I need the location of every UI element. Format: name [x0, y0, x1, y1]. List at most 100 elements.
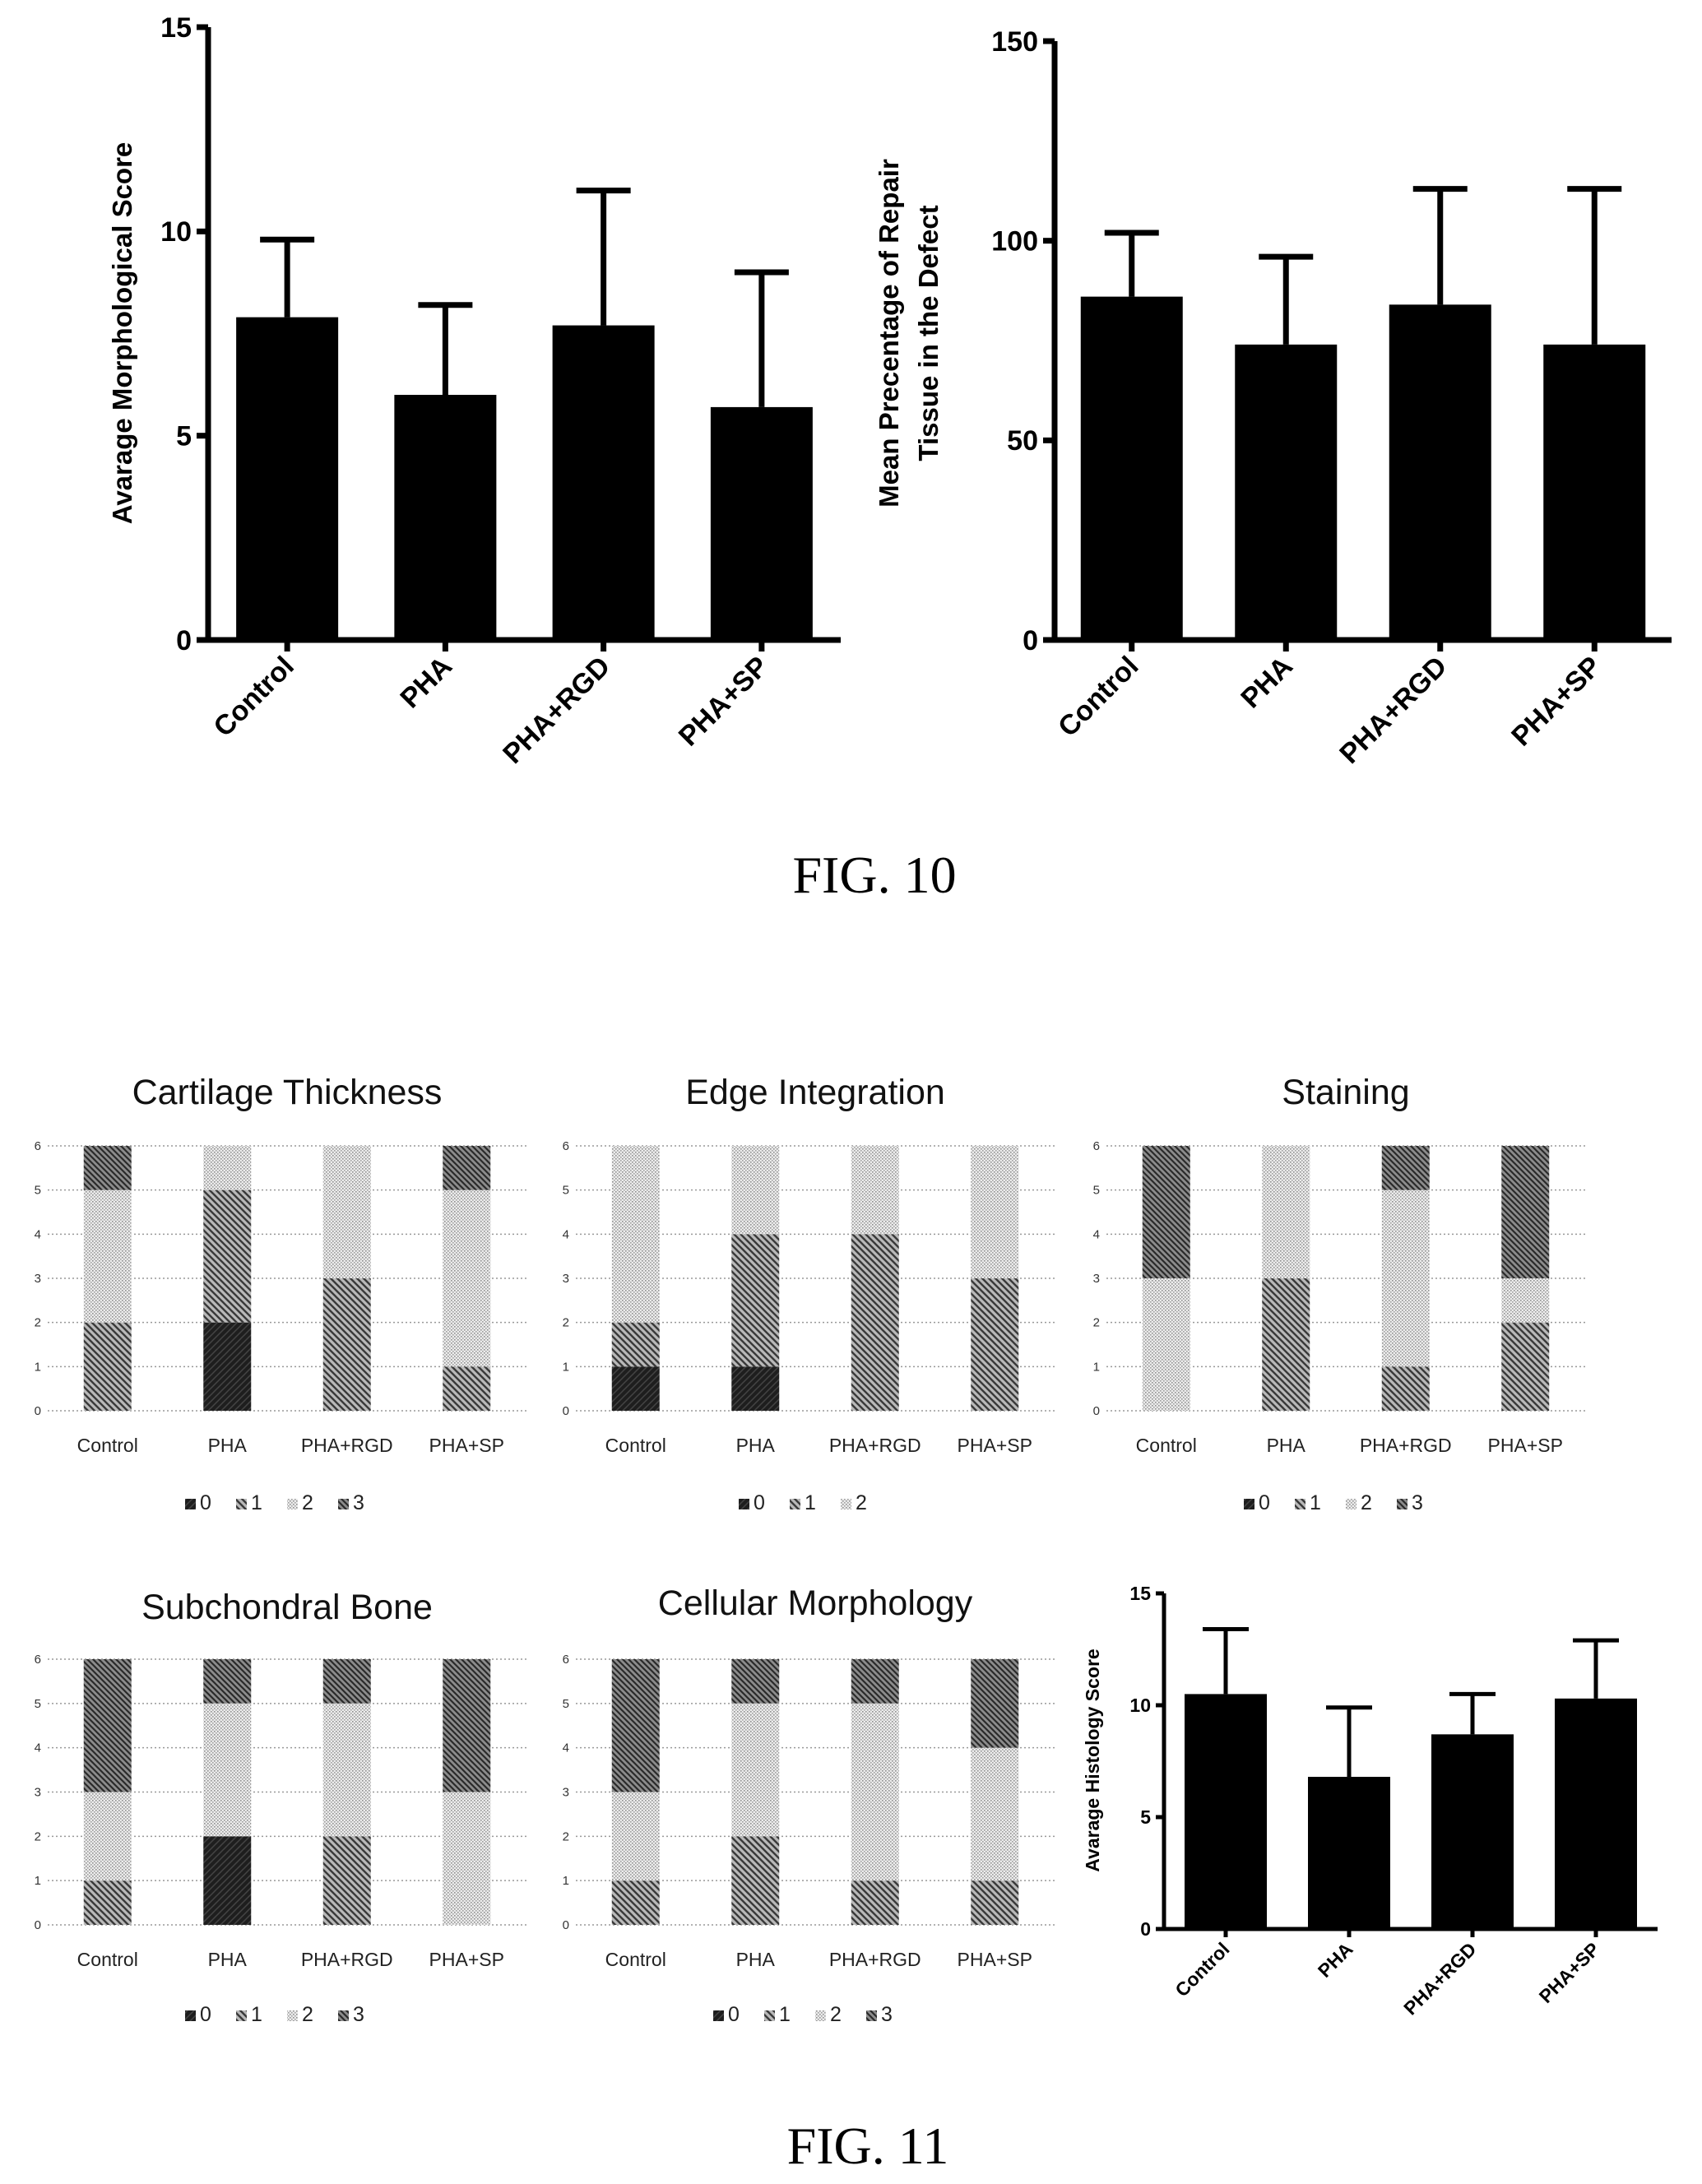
y-axis-label: Avarage Morphological Score — [107, 142, 137, 525]
bar-segment-score-1 — [971, 1880, 1019, 1925]
y-tick-label: 0 — [1140, 1918, 1151, 1940]
bar-segment-score-2 — [1381, 1189, 1430, 1367]
chart-title: Cartilage Thickness — [132, 1073, 443, 1112]
legend-swatch — [790, 1499, 800, 1509]
y-tick-label: 5 — [1140, 1806, 1151, 1828]
bar-pha — [1235, 344, 1338, 640]
x-tick-label: Control — [77, 1435, 138, 1456]
chart-title: Subchondral Bone — [141, 1588, 433, 1627]
x-tick-label: Control — [1052, 651, 1144, 743]
bar-segment-score-2 — [1501, 1278, 1550, 1323]
y-tick-label: 2 — [563, 1829, 569, 1843]
y-axis-label: Avarage Histology Score — [1082, 1648, 1103, 1871]
legend-swatch — [236, 1499, 247, 1509]
y-tick-label: 0 — [563, 1404, 569, 1418]
bar-segment-score-3 — [611, 1659, 660, 1792]
y-tick-label: 4 — [35, 1227, 41, 1241]
x-tick-label: PHA — [736, 1435, 776, 1456]
y-tick-label: 1 — [35, 1874, 41, 1888]
x-tick-label: PHA — [208, 1435, 248, 1456]
x-tick-label: Control — [605, 1435, 666, 1456]
legend-swatch — [713, 2010, 724, 2021]
y-tick-label: 5 — [35, 1697, 41, 1711]
y-tick-label: 50 — [1007, 425, 1038, 457]
bar-segment-score-3 — [1501, 1146, 1550, 1278]
x-tick-label: Control — [1136, 1435, 1197, 1456]
y-tick-label: 6 — [35, 1653, 41, 1667]
bar-pha — [1308, 1777, 1390, 1929]
y-tick-label: 6 — [563, 1653, 569, 1667]
bar-segment-score-2 — [83, 1189, 132, 1323]
y-tick-label: 0 — [176, 625, 192, 656]
legend-swatch — [287, 2010, 298, 2021]
bar-segment-score-2 — [1262, 1146, 1310, 1278]
bar-segment-score-3 — [83, 1146, 132, 1190]
legend-swatch — [1346, 1499, 1356, 1509]
legend-swatch — [338, 1499, 349, 1509]
bar-segment-score-1 — [83, 1880, 132, 1925]
x-tick-label: PHA — [736, 1949, 776, 1970]
x-tick-label: PHA+SP — [1505, 651, 1607, 753]
y-tick-label: 150 — [991, 26, 1038, 58]
legend-label: 3 — [881, 2003, 893, 2026]
bar-segment-score-2 — [971, 1146, 1019, 1278]
x-tick-label: PHA+SP — [1488, 1435, 1563, 1456]
x-tick-label: PHA+RGD — [1333, 651, 1453, 770]
bar-pha — [394, 395, 497, 640]
legend-label: 0 — [200, 1491, 211, 1514]
y-tick-label: 2 — [35, 1829, 41, 1843]
bar-pha-sp — [710, 406, 813, 640]
chart-title: Staining — [1282, 1073, 1409, 1112]
bar-segment-score-2 — [1142, 1278, 1190, 1411]
bar-segment-score-2 — [731, 1146, 780, 1235]
bar-segment-score-2 — [203, 1146, 252, 1190]
y-tick-label: 2 — [35, 1316, 41, 1330]
legend-label: 0 — [754, 1491, 765, 1514]
legend-label: 1 — [251, 2003, 262, 2026]
x-tick-label: PHA+SP — [958, 1435, 1032, 1456]
bar-control — [1080, 296, 1183, 640]
y-tick-label: 15 — [160, 12, 192, 44]
x-tick-label: PHA — [1314, 1938, 1357, 1982]
bar-segment-score-1 — [1501, 1322, 1550, 1411]
bar-segment-score-1 — [731, 1836, 780, 1925]
x-tick-label: PHA+RGD — [1399, 1938, 1480, 2019]
y-tick-label: 1 — [563, 1360, 569, 1374]
bar-pha-sp — [1543, 344, 1646, 640]
y-tick-label: 3 — [563, 1786, 569, 1800]
x-tick-label: Control — [77, 1949, 138, 1970]
x-tick-label: PHA+RGD — [301, 1949, 393, 1970]
bar-segment-score-2 — [322, 1146, 371, 1278]
x-tick-label: PHA — [1235, 651, 1299, 715]
bar-segment-score-2 — [611, 1146, 660, 1323]
y-tick-label: 6 — [35, 1139, 41, 1153]
y-axis-label: Tissue in the Defect — [913, 205, 944, 461]
bar-segment-score-2 — [322, 1703, 371, 1837]
bar-control — [1185, 1694, 1267, 1929]
legend-label: 2 — [302, 2003, 313, 2026]
legend-label: 3 — [1412, 1491, 1423, 1514]
legend-swatch — [1244, 1499, 1254, 1509]
bar-segment-score-1 — [611, 1880, 660, 1925]
x-tick-label: PHA+RGD — [829, 1949, 921, 1970]
y-tick-label: 5 — [563, 1697, 569, 1711]
legend-label: 2 — [830, 2003, 842, 2026]
bar-segment-score-1 — [203, 1189, 252, 1323]
y-tick-label: 5 — [1093, 1184, 1100, 1198]
x-tick-label: PHA+RGD — [497, 651, 616, 770]
y-tick-label: 1 — [1093, 1360, 1100, 1374]
bar-segment-score-0 — [203, 1322, 252, 1411]
bar-segment-score-1 — [611, 1322, 660, 1367]
x-tick-label: PHA+RGD — [301, 1435, 393, 1456]
y-tick-label: 0 — [35, 1918, 41, 1932]
y-tick-label: 6 — [563, 1139, 569, 1153]
chart-title: Cellular Morphology — [658, 1584, 973, 1623]
y-tick-label: 5 — [35, 1184, 41, 1198]
x-tick-label: Control — [605, 1949, 666, 1970]
bar-segment-score-2 — [851, 1703, 899, 1881]
y-tick-label: 4 — [1093, 1227, 1100, 1241]
legend-label: 0 — [200, 2003, 211, 2026]
x-tick-label: Control — [1171, 1938, 1233, 2001]
x-tick-label: PHA+RGD — [1360, 1435, 1452, 1456]
